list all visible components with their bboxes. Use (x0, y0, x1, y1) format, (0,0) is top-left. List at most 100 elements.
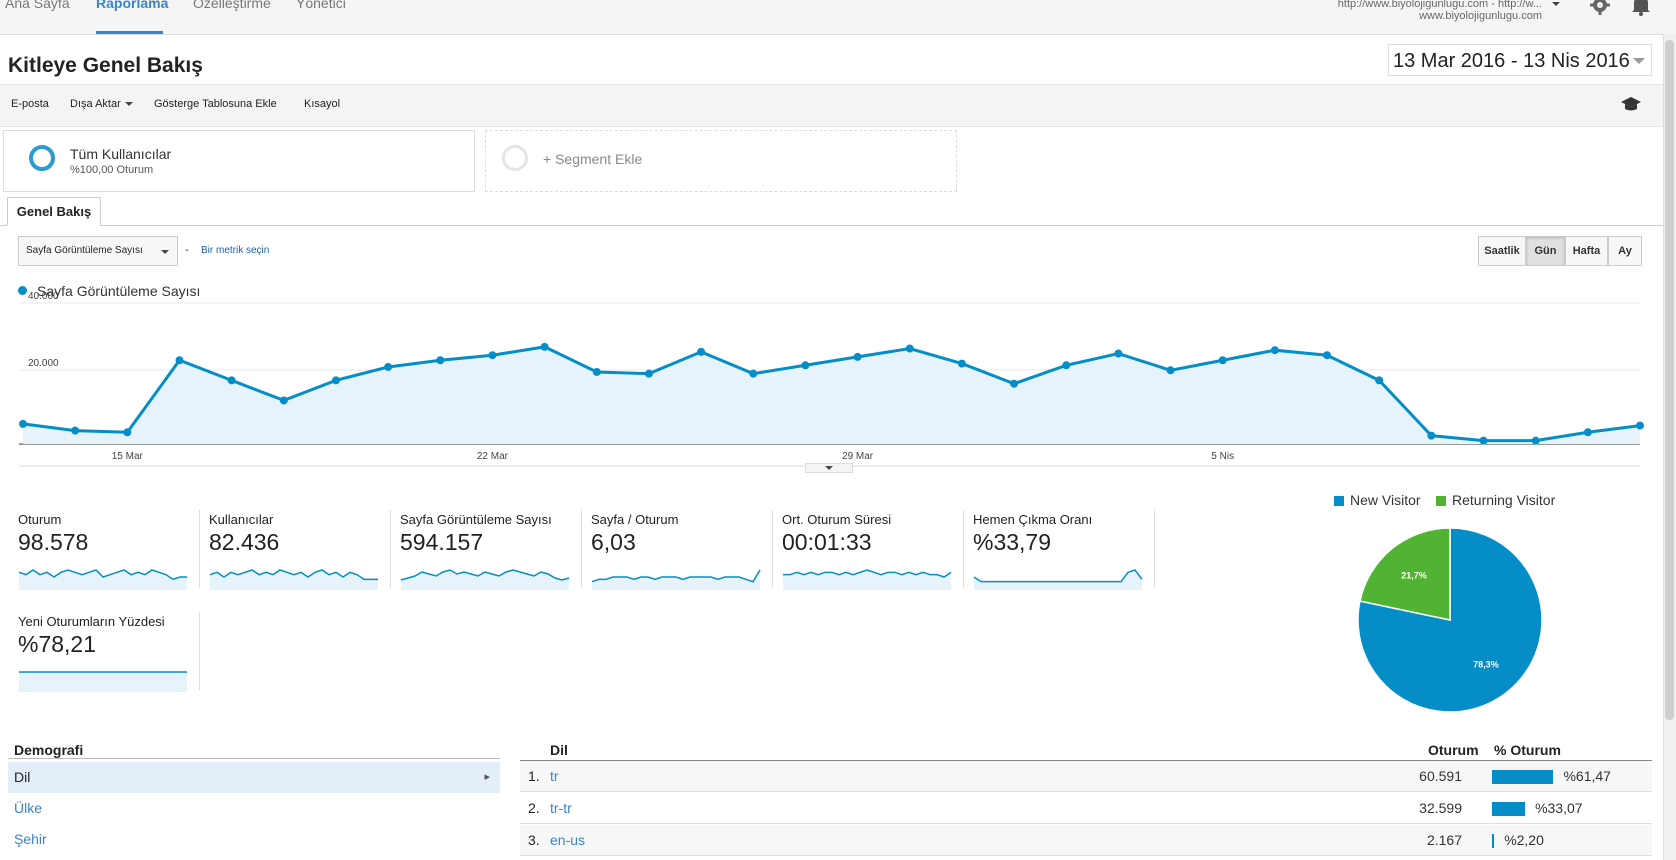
chart-legend-dot (18, 286, 27, 295)
data-point[interactable] (801, 361, 810, 370)
data-point[interactable] (279, 396, 288, 405)
data-point[interactable] (957, 359, 966, 368)
segment-ring-icon (29, 145, 55, 171)
tab-overview[interactable]: Genel Bakış (7, 197, 101, 226)
metric-card[interactable]: Kullanıcılar 82.436 (209, 512, 389, 592)
granularity-month-button[interactable]: Ay (1608, 236, 1642, 266)
metric-card[interactable]: Sayfa Görüntüleme Sayısı 594.157 (400, 512, 580, 592)
metric-value: 98.578 (18, 529, 89, 555)
account-dropdown-icon[interactable] (1552, 2, 1560, 6)
metric-card[interactable]: Oturum 98.578 (18, 512, 198, 592)
demographics-item-language[interactable]: Dil ▸ (8, 762, 500, 793)
nav-tab-customization[interactable]: Özelleştirme (193, 0, 271, 11)
metric-card[interactable]: Yeni Oturumların Yüzdesi %78,21 (18, 614, 198, 694)
date-range-picker[interactable]: 13 Mar 2016 - 13 Nis 2016 (1388, 44, 1652, 76)
choose-metric-link[interactable]: Bir metrik seçin (201, 245, 270, 256)
demographics-item-city[interactable]: Şehir (14, 831, 47, 847)
add-to-dashboard-button[interactable]: Gösterge Tablosuna Ekle (154, 98, 277, 110)
metric-separator: - (185, 244, 189, 256)
data-point[interactable] (1583, 428, 1592, 437)
granularity-day-button[interactable]: Gün (1526, 236, 1565, 266)
metric-label: Hemen Çıkma Oranı (973, 512, 1093, 527)
data-point[interactable] (1323, 351, 1332, 360)
data-point[interactable] (697, 347, 706, 356)
data-point[interactable] (123, 428, 132, 437)
pageviews-area-chart[interactable]: 20.000 40.000 15 Mar 22 Mar 29 Mar 5 Nis (0, 280, 1660, 480)
segment-all-users[interactable]: Tüm Kullanıcılar %100,00 Oturum (3, 130, 475, 192)
data-point[interactable] (384, 362, 393, 371)
nav-tab-reporting[interactable]: Raporlama (96, 0, 169, 11)
data-point[interactable] (1218, 356, 1227, 365)
metric-divider (199, 510, 200, 588)
data-point[interactable] (592, 367, 601, 376)
data-point[interactable] (1062, 361, 1071, 370)
column-header-session-pct[interactable]: % Oturum (1494, 742, 1561, 758)
granularity-hourly-button[interactable]: Saatlik (1478, 236, 1526, 266)
metric-card[interactable]: Hemen Çıkma Oranı %33,79 (973, 512, 1153, 592)
table-row[interactable]: 2. tr-tr 32.599 %33,07 (520, 793, 1652, 824)
metric-card[interactable]: Sayfa / Oturum 6,03 (591, 512, 771, 592)
metric-sparkline (783, 569, 952, 590)
table-row[interactable]: 1. tr 60.591 %61,47 (520, 761, 1652, 792)
data-point[interactable] (331, 376, 340, 385)
account-url-line1[interactable]: http://www.biyolojigunlugu.com - http://… (1337, 0, 1542, 10)
data-point[interactable] (1166, 366, 1175, 375)
language-code-link[interactable]: tr (550, 768, 559, 784)
data-point[interactable] (1010, 379, 1019, 388)
data-point[interactable] (1375, 376, 1384, 385)
pie-legend-new-visitor[interactable]: New Visitor (1334, 492, 1421, 508)
pie-legend-returning-visitor[interactable]: Returning Visitor (1436, 492, 1555, 508)
granularity-week-button[interactable]: Hafta (1565, 236, 1608, 266)
row-index: 3. (528, 832, 540, 848)
data-point[interactable] (853, 352, 862, 361)
data-point[interactable] (905, 344, 914, 353)
metric-label: Kullanıcılar (209, 512, 274, 527)
data-point[interactable] (1636, 421, 1644, 430)
column-header-sessions[interactable]: Oturum (1428, 742, 1479, 758)
data-point[interactable] (71, 426, 80, 435)
data-point[interactable] (1427, 431, 1436, 440)
account-url-line2[interactable]: www.biyolojigunlugu.com (1419, 10, 1542, 22)
data-point[interactable] (1479, 436, 1488, 445)
chart-collapse-handle[interactable] (805, 463, 853, 473)
data-point[interactable] (1114, 349, 1123, 358)
data-point[interactable] (644, 369, 653, 378)
metric-select[interactable]: Sayfa Görüntüleme Sayısı (18, 236, 178, 266)
bell-icon[interactable] (1631, 0, 1651, 16)
data-point[interactable] (749, 369, 758, 378)
language-code-link[interactable]: tr-tr (550, 800, 572, 816)
sparkline-fill (592, 570, 760, 590)
data-point[interactable] (488, 351, 497, 360)
data-point[interactable] (19, 419, 27, 428)
pie-legend-returning-label: Returning Visitor (1452, 492, 1556, 508)
data-point[interactable] (175, 356, 184, 365)
data-point[interactable] (227, 376, 236, 385)
shortcut-button[interactable]: Kısayol (304, 98, 341, 110)
page-title: Kitleye Genel Bakış (8, 54, 203, 77)
gear-icon[interactable] (1589, 0, 1611, 16)
data-point[interactable] (1531, 436, 1540, 445)
metric-divider (390, 510, 391, 588)
area-fill (23, 346, 1640, 444)
pie-slice[interactable] (1359, 527, 1451, 621)
data-point[interactable] (436, 356, 445, 365)
metric-card[interactable]: Ort. Oturum Süresi 00:01:33 (782, 512, 962, 592)
table-row[interactable]: 3. en-us 2.167 %2,20 (520, 825, 1652, 856)
scrollbar-thumb[interactable] (1665, 40, 1674, 720)
language-code-link[interactable]: en-us (550, 832, 586, 848)
demographics-divider (8, 758, 500, 759)
export-button[interactable]: Dışa Aktar (70, 98, 133, 110)
email-button[interactable]: E-posta (11, 98, 49, 110)
visitor-type-pie-chart[interactable]: 78,3% 21,7% (1350, 520, 1550, 720)
row-index: 1. (528, 768, 540, 784)
add-segment-box[interactable]: + Segment Ekle (485, 130, 957, 192)
sparkline-fill (974, 570, 1142, 590)
demographics-item-country[interactable]: Ülke (14, 800, 43, 816)
nav-tab-home[interactable]: Ana Sayfa (5, 0, 70, 11)
metric-sparkline (400, 569, 570, 590)
data-point[interactable] (540, 342, 549, 351)
graduation-cap-icon[interactable] (1620, 96, 1642, 114)
column-header-language[interactable]: Dil (550, 742, 568, 758)
data-point[interactable] (1270, 346, 1279, 355)
nav-tab-admin[interactable]: Yönetici (296, 0, 346, 11)
